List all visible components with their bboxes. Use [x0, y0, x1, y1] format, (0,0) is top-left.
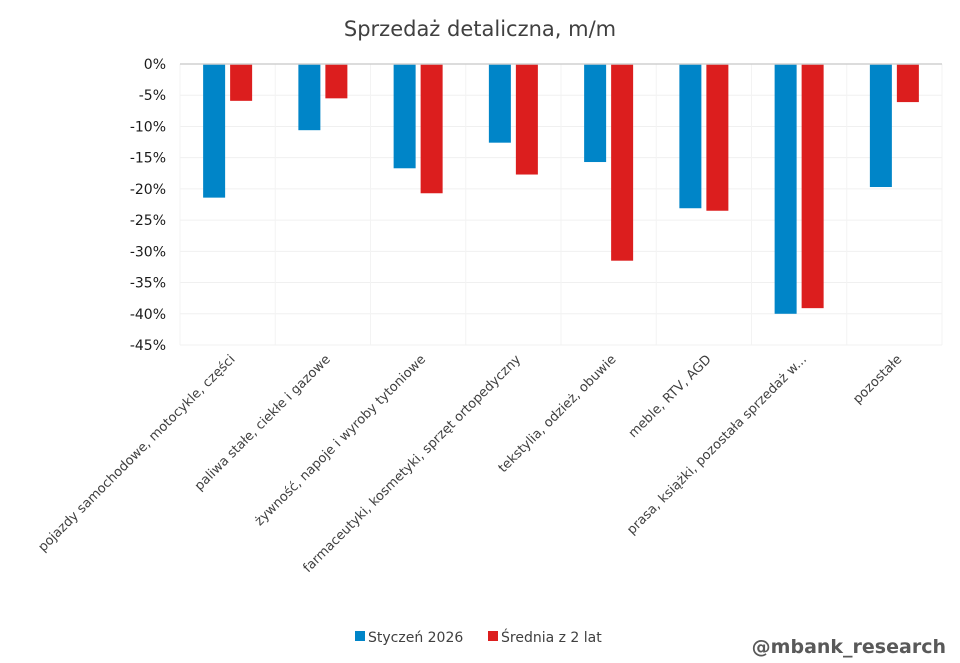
y-tick-label: -5% — [139, 88, 166, 104]
bar-srednia-2-lat — [420, 64, 443, 194]
x-tick-label: prasa, książki, pozostała sprzedaż w... — [624, 352, 810, 538]
bar-styczen-2026 — [203, 64, 226, 198]
bar-styczen-2026 — [584, 64, 607, 163]
watermark: @mbank_research — [752, 636, 946, 658]
bars — [203, 64, 919, 314]
y-tick-label: -15% — [130, 151, 166, 167]
legend-label: Średnia z 2 lat — [501, 628, 602, 646]
bar-srednia-2-lat — [325, 64, 348, 99]
x-tick-label: pojazdy samochodowe, motocykle, części — [36, 352, 239, 555]
y-tick-label: -30% — [130, 244, 166, 260]
y-tick-label: -10% — [130, 119, 166, 135]
y-axis: 0% -5% -10% -15% -20% -25% -30% -35% -40% -45% — [130, 57, 166, 354]
bar-srednia-2-lat — [706, 64, 729, 211]
x-tick-label: farmaceutyki, kosmetyki, sprzęt ortopedy… — [300, 352, 524, 576]
legend: Styczeń 2026 Średnia z 2 lat — [355, 628, 602, 646]
y-tick-label: -40% — [130, 307, 166, 323]
x-tick-label: żywność, napoje i wyroby tytoniowe — [252, 352, 429, 529]
y-tick-label: -20% — [130, 182, 166, 198]
bar-styczen-2026 — [393, 64, 416, 169]
bar-srednia-2-lat — [515, 64, 538, 175]
y-tick-label: -25% — [130, 213, 166, 229]
bar-srednia-2-lat — [896, 64, 919, 103]
gridlines — [179, 64, 943, 346]
bar-styczen-2026 — [679, 64, 702, 209]
chart-title: Sprzedaż detaliczna, m/m — [344, 17, 616, 41]
bar-srednia-2-lat — [801, 64, 824, 309]
legend-swatch — [355, 631, 365, 641]
bar-styczen-2026 — [298, 64, 321, 131]
bar-styczen-2026 — [869, 64, 892, 188]
y-tick-label: -45% — [130, 338, 166, 354]
bar-styczen-2026 — [774, 64, 797, 314]
y-tick-label: -35% — [130, 276, 166, 292]
bar-srednia-2-lat — [230, 64, 253, 101]
bar-srednia-2-lat — [611, 64, 634, 261]
x-tick-label: pozostałe — [850, 352, 905, 407]
x-axis: pojazdy samochodowe, motocykle, częścipa… — [36, 352, 906, 576]
y-tick-label: 0% — [144, 57, 166, 73]
legend-swatch — [488, 631, 498, 641]
x-tick-label: meble, RTV, AGD — [626, 352, 715, 441]
bar-styczen-2026 — [488, 64, 511, 143]
legend-label: Styczeń 2026 — [368, 630, 463, 646]
